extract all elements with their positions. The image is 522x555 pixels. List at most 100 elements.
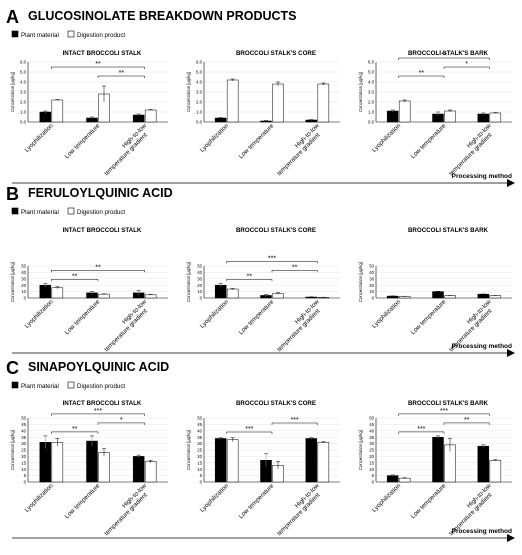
y-tick-label: 10	[21, 289, 26, 294]
significance-label: *	[120, 417, 123, 424]
y-tick-label: 40	[369, 270, 374, 275]
significance-bracket: **	[51, 264, 145, 273]
significance-label: ***	[291, 417, 299, 424]
bar	[489, 112, 502, 123]
legend-label-digestion: Digestion product	[77, 32, 125, 39]
bar	[477, 113, 490, 123]
significance-bracket: **	[97, 70, 145, 78]
bar	[489, 459, 502, 483]
y-tick-label: 5	[200, 473, 203, 478]
x-tick-label: Lyophilization	[371, 298, 403, 330]
significance-label: *	[465, 61, 468, 68]
y-tick-label: 45	[21, 422, 26, 427]
bracket-line	[226, 431, 273, 434]
bracket-line	[51, 279, 99, 282]
significance-bracket: ***	[226, 426, 273, 434]
y-tick-label: 2.0	[368, 100, 375, 105]
x-tick-label: Low temperature	[64, 482, 102, 520]
x-tick-label: Low temperature	[238, 482, 276, 520]
significance-bracket: ***	[398, 426, 445, 434]
bar	[214, 117, 227, 123]
y-tick-label: 0	[24, 296, 27, 301]
bar	[51, 287, 64, 299]
chart-title: INTACT BROCCOLI STALK	[63, 400, 142, 407]
bracket-line	[271, 422, 318, 425]
bar	[226, 79, 239, 123]
significance-bracket: **	[51, 61, 145, 69]
x-tick-label: Lyophilization	[199, 482, 231, 514]
bracket-line	[443, 422, 490, 425]
x-tick-label: Low temperature	[64, 122, 102, 160]
y-tick-label: 5	[24, 473, 27, 478]
y-tick-label: 4.0	[368, 80, 375, 85]
legend: Plant material Digestion product	[11, 30, 125, 39]
y-axis-label: Concentration [µg/kg]	[358, 72, 363, 112]
bar	[444, 295, 456, 299]
panel-letter: B	[6, 184, 19, 204]
significance-label: **	[119, 70, 125, 77]
significance-label: **	[95, 264, 101, 271]
bracket-line	[443, 66, 490, 69]
chart-2: BROCCOLI STALK'S CORE Concentration [µg/k…	[186, 227, 340, 353]
significance-bracket: ***	[51, 408, 145, 416]
y-tick-label: 0.0	[368, 120, 375, 125]
bar	[477, 293, 490, 299]
bar	[86, 440, 98, 483]
significance-bracket: **	[398, 70, 445, 78]
y-tick-label: 30	[369, 441, 374, 446]
y-tick-label: 40	[21, 428, 26, 433]
y-axis-label: Concentration [µg/kg]	[186, 72, 191, 112]
bracket-line	[97, 75, 145, 78]
bracket-line	[51, 431, 99, 434]
bar	[51, 442, 64, 483]
legend-swatch-plant	[11, 381, 19, 389]
arrow-label: Processing method	[452, 343, 512, 350]
bar	[398, 477, 411, 483]
panel-heading: GLUCOSINOLATE BREAKDOWN PRODUCTS	[28, 9, 297, 23]
y-tick-label: 0	[200, 480, 203, 485]
significance-bracket: ***	[271, 417, 318, 425]
significance-label: ***	[417, 426, 425, 433]
significance-label: **	[441, 52, 447, 59]
y-tick-label: 1.0	[20, 110, 27, 115]
bar	[386, 475, 399, 483]
y-tick-label: 3.0	[20, 90, 27, 95]
x-tick-label: Lyophilization	[199, 298, 231, 330]
y-tick-label: 3.0	[196, 90, 203, 95]
significance-label: ***	[268, 255, 276, 262]
arrow-label: Processing method	[452, 173, 512, 180]
legend-swatch-digestion	[67, 207, 75, 215]
y-tick-label: 20	[197, 283, 202, 288]
chart-title: INTACT BROCCOLI STALK	[63, 50, 142, 57]
legend-label-digestion: Digestion product	[77, 209, 125, 216]
significance-label: **	[419, 70, 425, 77]
x-tick-label: Low temperature	[238, 122, 276, 160]
bar	[317, 442, 330, 483]
x-tick-label: Lyophilization	[23, 298, 55, 330]
significance-bracket: **	[226, 273, 273, 282]
y-tick-label: 10	[197, 289, 202, 294]
bar	[98, 452, 110, 483]
significance-label: ***	[94, 408, 102, 415]
y-tick-label: 45	[197, 422, 202, 427]
y-tick-label: 20	[369, 283, 374, 288]
x-tick-label: Low temperature	[238, 298, 276, 336]
bar	[272, 83, 284, 123]
y-tick-label: 30	[369, 276, 374, 281]
y-tick-label: 50	[369, 416, 374, 421]
y-tick-label: 45	[369, 422, 374, 427]
y-tick-label: 40	[21, 270, 26, 275]
bar	[398, 100, 411, 123]
y-tick-label: 2.0	[196, 100, 203, 105]
y-tick-label: 6.0	[368, 60, 375, 65]
bar	[214, 438, 227, 483]
x-tick-label: Lyophilization	[199, 122, 231, 154]
x-tick-label: High-to-lowtemperature gradient	[98, 298, 153, 353]
y-axis-label: Concentration [µg/kg]	[10, 72, 15, 112]
panel-letter: A	[6, 7, 19, 27]
x-tick-label: Lyophilization	[371, 122, 403, 154]
y-tick-label: 15	[21, 460, 26, 465]
bar	[98, 293, 110, 299]
bar	[226, 288, 239, 299]
bar	[144, 109, 157, 123]
